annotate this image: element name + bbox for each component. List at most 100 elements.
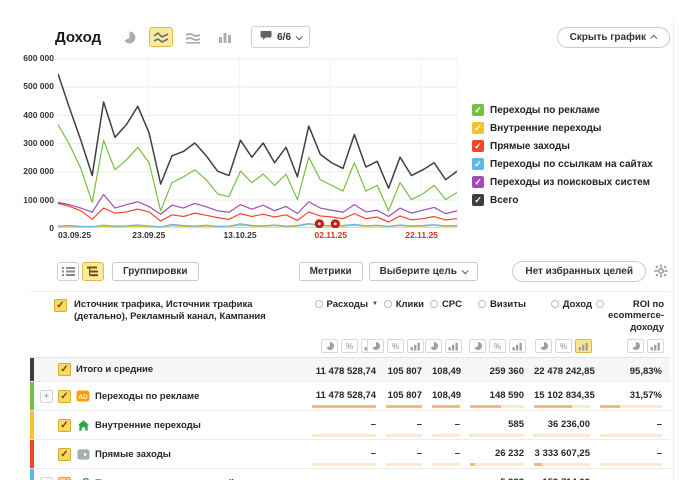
row-checkbox[interactable]: ✓ [58, 363, 71, 377]
legend-label: Переходы по рекламе [490, 104, 600, 116]
metrics-button[interactable]: Метрики [298, 261, 363, 281]
value-cell: – [310, 469, 384, 480]
metric-radio[interactable] [383, 300, 392, 308]
chevron-up-icon [650, 34, 658, 42]
hide-chart-button[interactable]: Скрыть график [556, 26, 670, 48]
column-header-label: Расходы [326, 299, 369, 310]
select-all-checkbox[interactable]: ✓ [54, 299, 67, 312]
x-tick-label: 13.10.25 [223, 230, 257, 240]
legend-item[interactable]: ✓ Переходы по рекламе [472, 104, 653, 116]
table-row: + ✓ Переходы по ссылкам на сайтах – – – 5 983 1… [30, 469, 670, 480]
row-label[interactable]: Прямые заходы [95, 448, 171, 460]
legend-item[interactable]: ✓ Переходы из поисковых систем [472, 176, 653, 188]
comment-bubble-icon [260, 30, 272, 44]
row-label[interactable]: Переходы по ссылкам на сайтах [95, 478, 250, 480]
row-checkbox[interactable]: ✓ [58, 476, 71, 480]
bars-chip-icon[interactable] [509, 339, 526, 354]
legend-item[interactable]: ✓ Переходы по ссылкам на сайтах [472, 158, 653, 170]
value-cell: – [598, 469, 670, 480]
pie-chip-icon[interactable] [469, 339, 486, 354]
value-cell: – [598, 440, 670, 468]
percent-chip-icon[interactable]: % [341, 339, 358, 354]
legend-checkbox-icon[interactable]: ✓ [472, 140, 484, 152]
metric-radio[interactable] [550, 300, 559, 308]
y-tick-label: 200 000 [23, 166, 54, 177]
share-bar [432, 434, 460, 438]
legend-label: Переходы из поисковых систем [490, 176, 650, 188]
pie-chip-icon[interactable] [321, 339, 338, 354]
legend-label: Всего [490, 194, 519, 206]
cell-value: – [455, 477, 460, 480]
metric-radio[interactable] [477, 300, 486, 308]
row-checkbox[interactable]: ✓ [58, 418, 71, 432]
column-header-6: ROI по ecommerce-доходу [596, 292, 670, 357]
pie-chip-icon[interactable] [367, 339, 384, 354]
display-mode-chips [627, 339, 664, 354]
direct-arrow-icon [76, 447, 90, 461]
expand-button[interactable]: + [40, 476, 53, 480]
pie-chip-icon[interactable] [425, 339, 442, 354]
legend-item[interactable]: ✓ Прямые заходы [472, 140, 653, 152]
stacked-chart-icon[interactable] [181, 27, 205, 47]
plot-area: 03.09.25 23.09.25 13.10.25 02.11.25 22.11.25 [58, 58, 458, 243]
y-tick-label: 400 000 [23, 109, 54, 120]
bars-chip-icon[interactable] [445, 339, 462, 354]
bar-chart-icon[interactable] [213, 27, 237, 47]
expand-button[interactable]: + [40, 389, 53, 403]
pie-chip-icon[interactable] [627, 339, 644, 354]
cell-value: 585 [508, 419, 524, 431]
bars-chip-icon[interactable] [407, 339, 424, 354]
row-label-cell: ✓ Внутренние переходы [30, 411, 310, 440]
column-header-3: CPC [425, 292, 468, 357]
goal-select-dropdown[interactable]: Выберите цель [368, 261, 478, 281]
value-cell: 5 983 [468, 469, 532, 480]
column-header-label: Клики [395, 299, 424, 310]
cell-value: 11 478 528,74 [315, 390, 376, 402]
legend-checkbox-icon[interactable]: ✓ [472, 176, 484, 188]
line-chart-icon[interactable] [149, 27, 174, 47]
row-checkbox[interactable]: ✓ [58, 447, 71, 461]
tree-view-icon[interactable] [82, 261, 104, 281]
percent-chip-icon[interactable]: % [489, 339, 506, 354]
legend-checkbox-icon[interactable]: ✓ [472, 194, 484, 206]
metric-radio[interactable] [596, 300, 605, 308]
bars-chip-icon[interactable] [647, 339, 664, 354]
share-bar [386, 463, 422, 467]
row-label[interactable]: Переходы по рекламе [95, 390, 200, 402]
metric-radio[interactable] [314, 300, 323, 308]
settings-gear-button[interactable] [654, 264, 668, 278]
value-cell: 585 [468, 411, 532, 439]
row-label-cell: ✓ Итого и средние [30, 358, 310, 382]
pie-chip-icon[interactable] [535, 339, 552, 354]
chart-legend: ✓ Переходы по рекламе ✓ Внутренние переходы… [472, 104, 653, 243]
row-checkbox[interactable]: ✓ [58, 389, 71, 403]
legend-checkbox-icon[interactable]: ✓ [472, 158, 484, 170]
percent-chip-icon[interactable]: % [555, 339, 572, 354]
series-4 [58, 193, 457, 218]
metric-radio[interactable] [429, 300, 438, 308]
cell-value: 31,57% [629, 390, 662, 402]
legend-checkbox-icon[interactable]: ✓ [472, 104, 484, 116]
share-bar [470, 405, 524, 409]
sort-desc-icon[interactable]: ▼ [372, 301, 378, 307]
bars-chip-icon[interactable] [575, 339, 592, 354]
row-label-cell: ✓ Прямые заходы [30, 440, 310, 469]
share-bar [600, 405, 662, 409]
legend-item[interactable]: ✓ Всего [472, 194, 653, 206]
row-label[interactable]: Внутренние переходы [95, 419, 201, 431]
row-label[interactable]: Итого и средние [76, 364, 154, 376]
percent-chip-icon[interactable]: % [387, 339, 404, 354]
groupings-button[interactable]: Группировки [112, 261, 199, 281]
legend-checkbox-icon[interactable]: ✓ [472, 122, 484, 134]
legend-item[interactable]: ✓ Внутренние переходы [472, 122, 653, 134]
table-row: ✓ Итого и средние 11 478 528,74 105 807 108,… [30, 358, 670, 383]
share-bar [470, 463, 524, 467]
pie-chart-icon[interactable] [117, 27, 141, 47]
segments-dropdown[interactable]: 6/6 [251, 26, 311, 48]
table-row: + ✓ AD Переходы по рекламе 11 478 528,74 105 … [30, 382, 670, 412]
favorite-goals-button[interactable]: Нет избранных целей [512, 260, 646, 282]
list-view-icon[interactable] [57, 261, 79, 281]
value-cell: – [598, 411, 670, 439]
cell-value: – [370, 448, 376, 460]
